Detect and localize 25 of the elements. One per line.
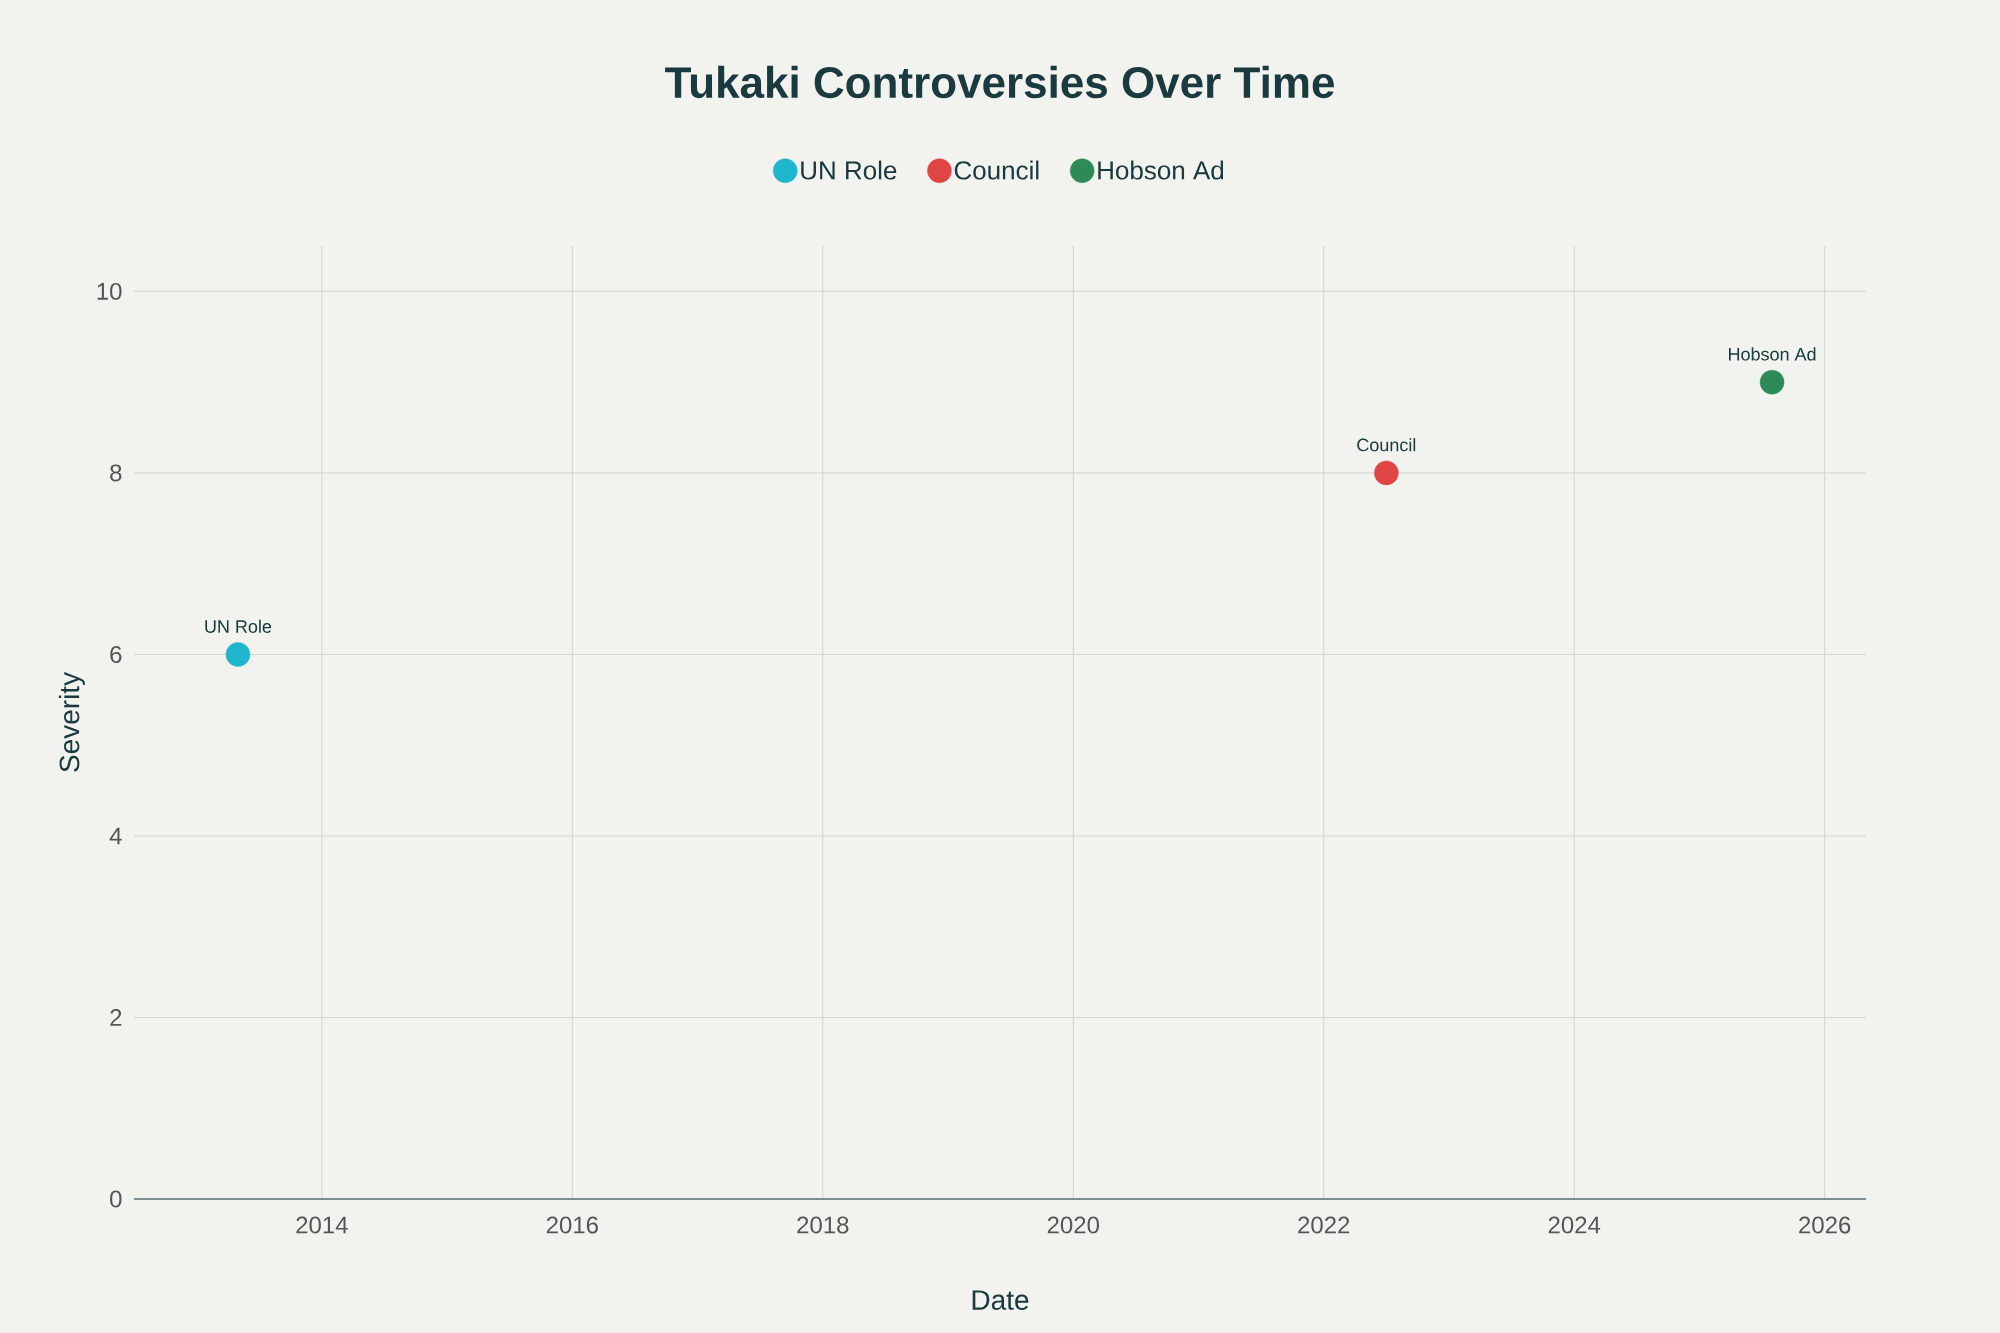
y-axis-title: Severity [58,671,85,772]
legend-label: Council [954,160,1039,180]
annotation: UN Role [205,619,272,633]
y-tick-label: 8 [110,464,122,482]
point [225,642,251,667]
y-tick-label: 10 [97,282,122,300]
y-tick-label: 6 [110,645,122,663]
point [1374,460,1399,486]
x-tick-label: 2022 [1298,1216,1350,1234]
y-tick-label: 2 [110,1009,122,1026]
x-axis-title: Date [972,1290,1029,1310]
y-tick-label: 4 [109,827,122,845]
legend-label: Hobson Ad [1098,160,1224,180]
annotation: Council [1357,438,1416,452]
x-tick-label: 2024 [1548,1216,1601,1234]
x-tick-label: 2018 [797,1216,849,1234]
chart-title: Tukaki Controversies Over Time [665,65,1334,99]
legend-label: UN Role [801,160,897,180]
point [1759,369,1785,395]
x-tick-label: 2020 [1047,1216,1099,1234]
x-tick-label: 2026 [1799,1216,1851,1234]
x-tick-label: 2014 [296,1216,348,1234]
annotation: Hobson Ad [1729,347,1816,361]
y-tick-label: 0 [110,1190,122,1208]
x-tick-label: 2016 [546,1216,598,1234]
